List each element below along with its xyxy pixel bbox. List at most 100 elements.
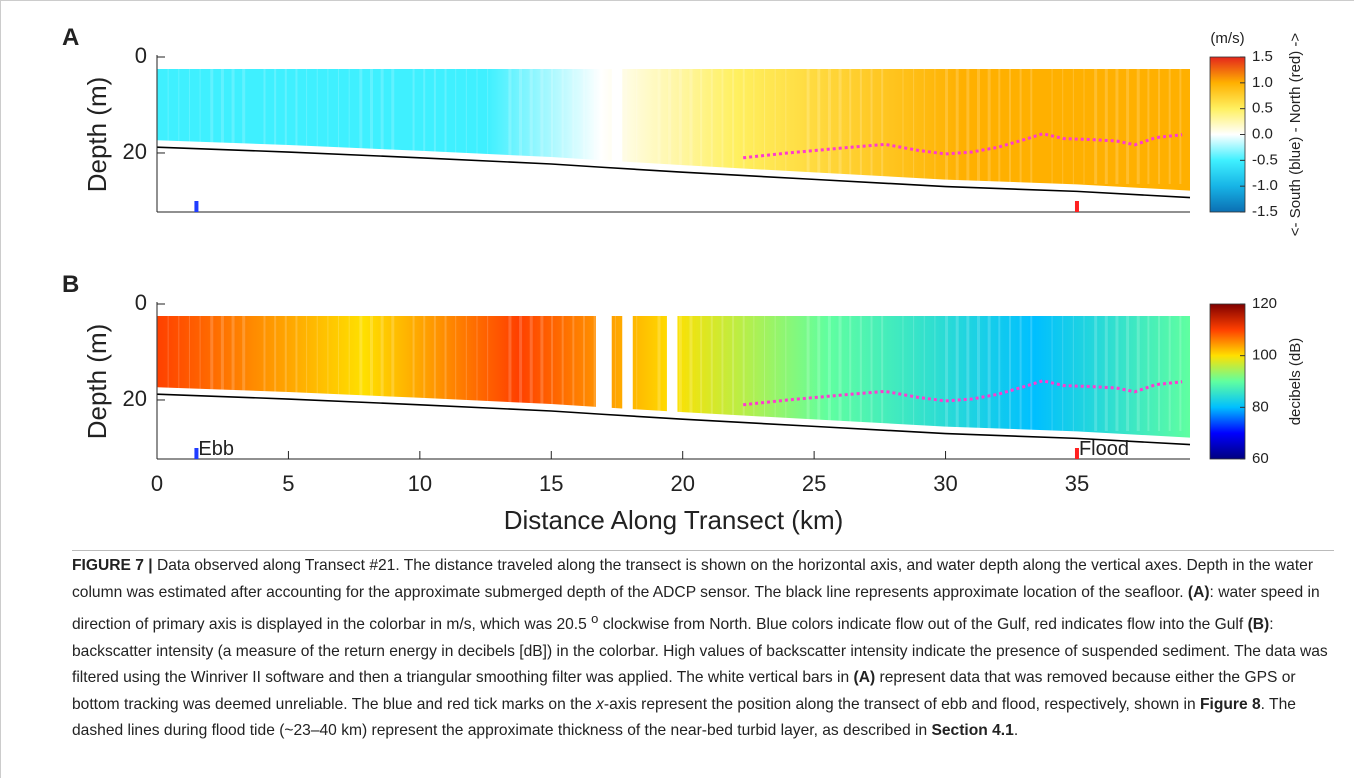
texture-stripe <box>433 69 436 184</box>
texture-stripe <box>849 316 852 431</box>
texture-stripe <box>369 316 373 431</box>
texture-stripe <box>338 69 340 184</box>
texture-stripe <box>348 69 350 184</box>
tide-label: Flood <box>1079 438 1129 460</box>
texture-stripe <box>881 69 884 184</box>
texture-stripe <box>1179 69 1182 184</box>
depth-line <box>156 393 1191 446</box>
texture-stripe <box>774 69 776 184</box>
texture-stripe <box>327 316 329 431</box>
texture-stripe <box>806 69 810 184</box>
texture-stripe <box>188 69 190 184</box>
texture-stripe <box>1030 316 1033 431</box>
removed-data <box>595 314 612 439</box>
y-axis-label: Depth (m) <box>82 324 112 440</box>
depth-line <box>156 146 1191 199</box>
texture-stripe <box>551 69 554 184</box>
texture-stripe <box>412 69 415 184</box>
texture-stripe <box>1051 69 1053 184</box>
texture-stripe <box>582 316 585 431</box>
texture-stripe <box>945 69 949 184</box>
texture-stripe <box>359 69 363 184</box>
texture-stripe <box>1126 316 1130 431</box>
texture-stripe <box>508 316 512 431</box>
x-tick-label: 10 <box>408 471 432 496</box>
texture-stripe <box>519 316 523 431</box>
texture-stripe <box>210 69 214 184</box>
y-tick-label: 20 <box>123 139 147 164</box>
texture-stripe <box>849 69 852 184</box>
colorbar-tick-label: 80 <box>1252 398 1269 415</box>
texture-stripe <box>423 316 426 431</box>
texture-stripe <box>455 69 457 184</box>
texture-stripe <box>1019 69 1022 184</box>
texture-stripe <box>1136 316 1140 431</box>
texture-stripe <box>327 69 329 184</box>
texture-stripe <box>700 316 703 431</box>
texture-stripe <box>455 316 457 431</box>
texture-stripe <box>700 69 703 184</box>
texture-stripe <box>199 316 201 431</box>
texture-stripe <box>210 316 214 431</box>
texture-stripe <box>1019 316 1022 431</box>
caption-text: : water speed in direction of primary ax… <box>72 583 1320 634</box>
texture-stripe <box>881 316 884 431</box>
texture-stripe <box>465 316 467 431</box>
texture-stripe <box>380 316 384 431</box>
texture-stripe <box>316 69 318 184</box>
texture-stripe <box>710 69 713 184</box>
texture-stripe <box>998 316 1001 431</box>
texture-stripe <box>636 69 638 184</box>
texture-stripe <box>859 69 862 184</box>
texture-stripe <box>710 316 713 431</box>
texture-stripe <box>242 69 246 184</box>
texture-stripe <box>391 316 395 431</box>
texture-stripe <box>870 316 873 431</box>
texture-stripe <box>1158 69 1161 184</box>
caption-text: . <box>1013 722 1019 740</box>
texture-stripe <box>572 69 575 184</box>
texture-stripe <box>231 316 235 431</box>
texture-stripe <box>859 316 862 431</box>
texture-stripe <box>689 69 693 184</box>
texture-stripe <box>678 316 682 431</box>
texture-stripe <box>774 316 776 431</box>
texture-stripe <box>1104 69 1108 184</box>
caption-text: -axis represent the position along the t… <box>603 695 1201 713</box>
y-tick-label: 0 <box>135 290 147 315</box>
texture-stripe <box>529 69 533 184</box>
colorbar-tick-label: 0.5 <box>1252 100 1273 117</box>
caption-text: represent data that was removed because … <box>72 669 1296 713</box>
texture-stripe <box>1094 69 1098 184</box>
texture-stripe <box>284 316 287 431</box>
removed-data <box>666 314 678 439</box>
texture-stripe <box>572 316 575 431</box>
texture-stripe <box>540 316 544 431</box>
texture-stripe <box>657 69 661 184</box>
texture-stripe <box>678 69 682 184</box>
texture-stripe <box>604 69 606 184</box>
texture-stripe <box>668 69 672 184</box>
caption-italic: x <box>596 695 604 713</box>
texture-stripe <box>1008 316 1011 431</box>
texture-stripe <box>955 316 959 431</box>
texture-stripe <box>1104 316 1108 431</box>
texture-stripe <box>1008 69 1011 184</box>
texture-stripe <box>1126 69 1130 184</box>
texture-stripe <box>817 69 821 184</box>
texture-stripe <box>433 316 436 431</box>
texture-stripe <box>369 69 373 184</box>
texture-stripe <box>923 69 925 184</box>
texture-stripe <box>508 69 512 184</box>
texture-stripe <box>167 69 169 184</box>
texture-stripe <box>806 316 810 431</box>
texture-stripe <box>242 316 246 431</box>
texture-stripe <box>977 316 981 431</box>
texture-stripe <box>199 69 201 184</box>
texture-stripe <box>838 69 842 184</box>
texture-stripe <box>423 69 426 184</box>
texture-stripe <box>487 69 489 184</box>
texture-stripe <box>465 69 467 184</box>
texture-stripe <box>636 316 638 431</box>
texture-stripe <box>817 316 821 431</box>
